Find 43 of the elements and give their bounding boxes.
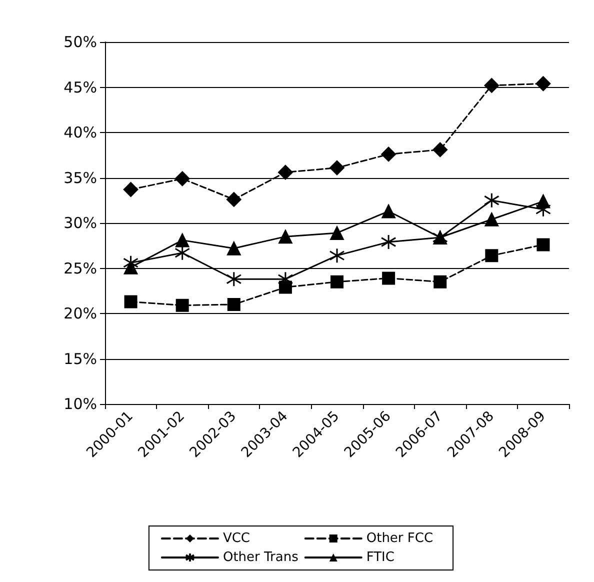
y-tick-label: 15%	[64, 350, 97, 368]
point	[485, 249, 498, 262]
point	[382, 272, 396, 285]
y-tick-label: 35%	[64, 168, 97, 187]
point	[330, 160, 344, 176]
y-tick-label: 40%	[64, 124, 97, 142]
point	[226, 192, 242, 207]
point	[226, 271, 242, 287]
point	[174, 171, 190, 186]
point	[123, 182, 138, 198]
y-tick-label: 50%	[64, 33, 97, 51]
point	[484, 78, 500, 93]
y-tick-label: 45%	[64, 78, 97, 96]
point	[330, 275, 344, 288]
point	[536, 76, 551, 92]
legend-label: VCC	[222, 531, 250, 546]
point	[226, 241, 241, 256]
y-tick-label: 25%	[64, 259, 97, 278]
point	[432, 142, 448, 158]
y-tick-label: 10%	[64, 395, 97, 413]
point	[381, 146, 396, 162]
point	[380, 234, 396, 250]
point	[536, 194, 550, 208]
point	[176, 298, 189, 312]
y-tick-label: 30%	[64, 214, 97, 232]
point	[382, 204, 396, 218]
point	[434, 275, 447, 288]
point	[536, 238, 550, 252]
y-tick-label: 20%	[64, 304, 97, 322]
point	[329, 248, 345, 264]
point	[278, 230, 292, 244]
legend-label: FTIC	[366, 550, 394, 565]
point	[330, 226, 344, 240]
legend-label: Other Trans	[222, 550, 299, 565]
point	[227, 298, 240, 311]
point	[124, 295, 138, 308]
point	[175, 233, 190, 248]
point	[484, 192, 500, 208]
point	[484, 212, 499, 226]
point	[174, 245, 190, 261]
point	[124, 260, 138, 274]
point	[278, 164, 293, 180]
legend-label: Other FCC	[366, 531, 434, 546]
